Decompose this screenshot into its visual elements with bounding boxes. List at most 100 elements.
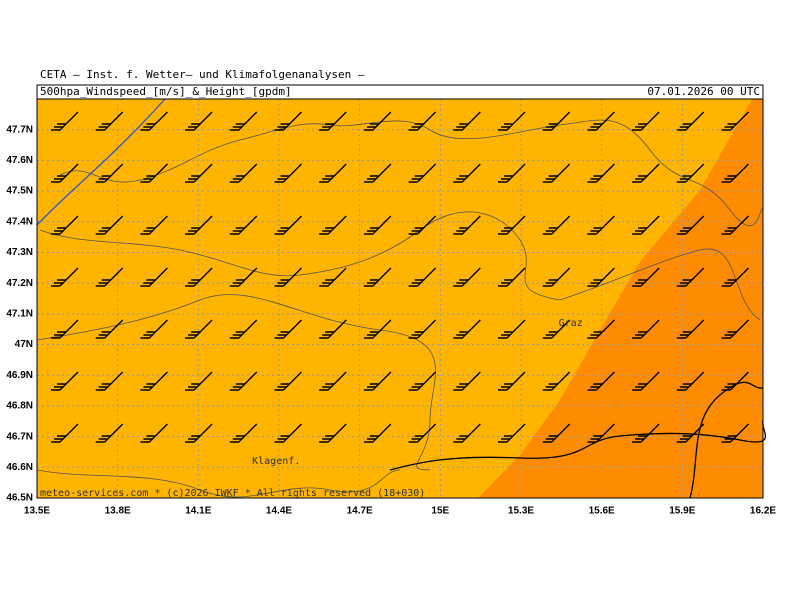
wind-barb <box>274 111 302 131</box>
lat-label: 47.4N <box>6 216 33 227</box>
wind-barb <box>51 267 79 287</box>
wind-barb <box>408 371 437 391</box>
lon-label: 15.9E <box>669 506 695 517</box>
boundary <box>689 381 764 499</box>
wind-barb <box>453 423 481 443</box>
place-label: Klagenf. <box>252 456 300 467</box>
wind-barb <box>363 163 392 183</box>
wind-barb <box>453 319 481 339</box>
lat-label: 46.5N <box>6 493 33 504</box>
wind-barb <box>140 111 168 131</box>
wind-barb <box>229 267 258 287</box>
wind-barb <box>140 319 168 339</box>
wind-barb <box>140 267 168 287</box>
lon-label: 13.5E <box>24 506 50 517</box>
wind-barb <box>676 111 705 131</box>
wind-barb <box>542 215 571 235</box>
wind-barb <box>51 215 79 235</box>
wind-barb <box>95 319 124 339</box>
wind-barb <box>229 111 258 131</box>
wind-barb <box>185 267 213 287</box>
strong-wind-band <box>478 99 763 498</box>
wind-barb <box>185 111 213 131</box>
wind-barb <box>274 371 302 391</box>
frame <box>36 98 764 499</box>
wind-barb <box>319 371 347 391</box>
product: 500hpa_Windspeed_[m/s]_&_Height_[gpdm] <box>40 85 292 98</box>
wind-barb <box>632 319 660 339</box>
wind-barb <box>408 163 437 183</box>
lat-label: 46.9N <box>6 370 33 381</box>
wind-barb <box>676 267 705 287</box>
wind-barb <box>229 215 258 235</box>
wind-barb <box>95 267 124 287</box>
wind-barb <box>498 163 526 183</box>
wind-barb <box>498 267 526 287</box>
wind-barb <box>408 423 437 443</box>
lat-label: 47.5N <box>6 186 33 197</box>
wind-barb <box>542 111 571 131</box>
lon-label: 16.2E <box>750 506 776 517</box>
lat-label: 47.1N <box>6 308 33 319</box>
plot-area <box>36 98 766 499</box>
wind-barb <box>587 111 615 131</box>
wind-barb <box>453 163 481 183</box>
wind-barb <box>51 319 79 339</box>
wind-barb <box>676 215 705 235</box>
wind-barb <box>632 371 660 391</box>
wind-barb <box>498 111 526 131</box>
wind-barb <box>632 423 660 443</box>
wind-barb <box>721 163 749 183</box>
wind-barb <box>363 423 392 443</box>
wind-barb <box>587 267 615 287</box>
wind-barb <box>274 215 302 235</box>
wind-barb <box>363 215 392 235</box>
wind-barb <box>676 163 705 183</box>
wind-barb <box>229 163 258 183</box>
wind-barb <box>319 267 347 287</box>
wind-barb <box>140 423 168 443</box>
boundary <box>559 248 761 321</box>
wind-barb <box>498 319 526 339</box>
wind-barb <box>721 215 749 235</box>
wind-barb <box>453 215 481 235</box>
wind-barb <box>453 267 481 287</box>
wind-barb <box>587 371 615 391</box>
wind-barb <box>51 371 79 391</box>
wind-barb <box>721 319 749 339</box>
wind-barb <box>140 163 168 183</box>
wind-barb <box>319 423 347 443</box>
wind-barb <box>185 163 213 183</box>
wind-barb <box>632 111 660 131</box>
wind-barb <box>587 163 615 183</box>
valid-time: 07.01.2026 00 UTC <box>647 85 760 98</box>
wind-barb <box>363 371 392 391</box>
wind-barb <box>51 111 79 131</box>
lat-label: 47.7N <box>6 124 33 135</box>
wind-barb <box>676 319 705 339</box>
wind-barb <box>274 319 302 339</box>
wind-barb <box>319 111 347 131</box>
lon-label: 15E <box>431 506 449 517</box>
wind-barb <box>140 215 168 235</box>
wind-barb <box>363 319 392 339</box>
wind-barb <box>542 423 571 443</box>
wind-barb <box>542 267 571 287</box>
wind-barb <box>95 423 124 443</box>
wind-barb <box>140 371 168 391</box>
wind-barb <box>587 319 615 339</box>
wind-barb <box>587 215 615 235</box>
wind-barb <box>408 215 437 235</box>
wind-barb <box>498 371 526 391</box>
lat-label: 47.2N <box>6 278 33 289</box>
wind-barb <box>363 111 392 131</box>
wind-barb <box>185 423 213 443</box>
boundary <box>39 211 561 301</box>
wind-barb <box>721 371 749 391</box>
wind-barb <box>542 319 571 339</box>
wind-barb <box>721 267 749 287</box>
lat-label: 47.3N <box>6 247 33 258</box>
boundary <box>36 469 401 498</box>
lon-label: 14.7E <box>347 506 373 517</box>
